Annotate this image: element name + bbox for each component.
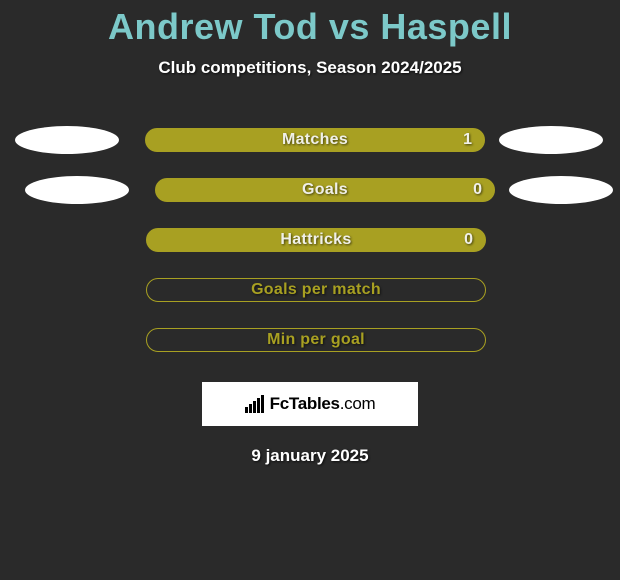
stat-label: Hattricks xyxy=(280,231,351,249)
left-spacer xyxy=(16,226,120,254)
date-label: 9 january 2025 xyxy=(0,446,620,466)
right-ellipse xyxy=(509,176,613,204)
brand-box[interactable]: FcTables.com xyxy=(202,382,418,426)
stat-bar-matches: Matches 1 xyxy=(145,128,485,152)
stat-row-goals: Goals 0 xyxy=(0,176,620,204)
stat-label: Min per goal xyxy=(267,331,365,349)
stat-value: 0 xyxy=(464,231,473,249)
right-ellipse xyxy=(499,126,603,154)
stat-label: Matches xyxy=(282,131,348,149)
stat-value: 1 xyxy=(463,131,472,149)
brand-logo-icon xyxy=(245,395,264,413)
left-ellipse xyxy=(15,126,119,154)
brand-light: .com xyxy=(340,394,376,413)
stat-bar-gpm: Goals per match xyxy=(146,278,486,302)
stat-row-mpg: Min per goal xyxy=(0,326,620,354)
page-title: Andrew Tod vs Haspell xyxy=(0,0,620,48)
stats-rows: Matches 1 Goals 0 Hattricks 0 Goals per … xyxy=(0,126,620,354)
right-spacer xyxy=(500,276,604,304)
stat-row-hattricks: Hattricks 0 xyxy=(0,226,620,254)
subtitle: Club competitions, Season 2024/2025 xyxy=(0,58,620,78)
stat-bar-hattricks: Hattricks 0 xyxy=(146,228,486,252)
stat-row-gpm: Goals per match xyxy=(0,276,620,304)
brand-name: FcTables.com xyxy=(270,394,376,414)
stat-row-matches: Matches 1 xyxy=(0,126,620,154)
stat-label: Goals per match xyxy=(251,281,381,299)
left-ellipse xyxy=(25,176,129,204)
stat-bar-mpg: Min per goal xyxy=(146,328,486,352)
stat-label: Goals xyxy=(302,181,348,199)
left-spacer xyxy=(16,326,120,354)
brand-bold: FcTables xyxy=(270,394,340,413)
stat-bar-goals: Goals 0 xyxy=(155,178,495,202)
right-spacer xyxy=(500,226,604,254)
left-spacer xyxy=(16,276,120,304)
right-spacer xyxy=(500,326,604,354)
stat-value: 0 xyxy=(473,181,482,199)
